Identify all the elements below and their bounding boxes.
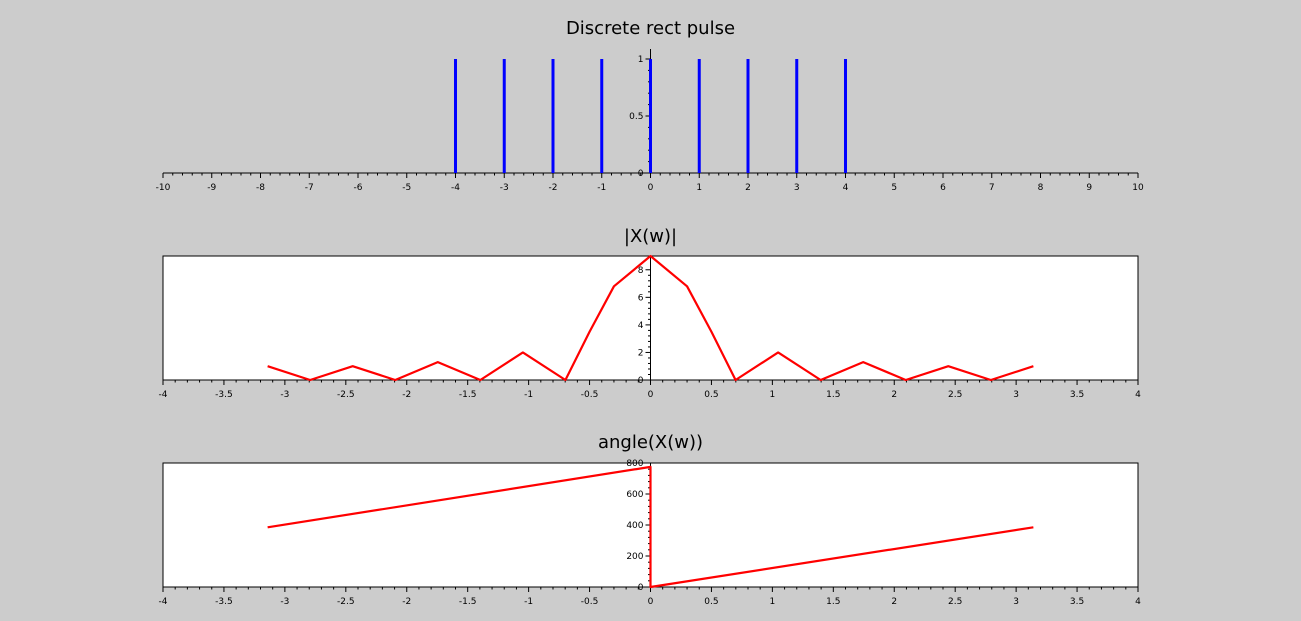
x-tick-label: -4 <box>159 597 168 607</box>
x-tick-label: 3.5 <box>1070 390 1084 400</box>
x-tick-label: 4 <box>1135 390 1141 400</box>
x-tick-label: -6 <box>354 183 363 193</box>
panel-magnitude: |X(w)| -4 -3.5 -3 -2.5 -2 -1.5 -1 -0.5 0 0.5 1 1.5 2 2… <box>159 226 1142 400</box>
x-tick-label: 2 <box>891 390 897 400</box>
y-tick-label: 400 <box>626 521 643 531</box>
x-tick-label: 3 <box>794 183 800 193</box>
x-tick-label: 3 <box>1013 390 1019 400</box>
x-tick-label: 10 <box>1132 183 1144 193</box>
x-tick-label: 0 <box>648 390 654 400</box>
y-tick-label: 0.5 <box>629 112 643 122</box>
chart-title: Discrete rect pulse <box>566 18 735 39</box>
x-tick-label: -10 <box>156 183 171 193</box>
y-tick-label: 0 <box>638 583 644 593</box>
x-tick-label: -3.5 <box>215 390 233 400</box>
x-tick-label: 1.5 <box>826 390 840 400</box>
x-tick-label: -1 <box>524 597 533 607</box>
x-tick-label: -3 <box>500 183 509 193</box>
x-tick-label: 1 <box>696 183 702 193</box>
x-tick-label: -2 <box>402 597 411 607</box>
x-tick-label: 2 <box>891 597 897 607</box>
x-tick-label: 0.5 <box>704 390 718 400</box>
y-tick-label: 200 <box>626 552 643 562</box>
series-line <box>267 465 1034 589</box>
x-tick-label: -2.5 <box>337 597 355 607</box>
x-tick-label: 2.5 <box>948 390 962 400</box>
y-tick-label: 2 <box>638 348 644 358</box>
y-tick-label: 600 <box>626 490 643 500</box>
x-tick-label: -1.5 <box>459 597 477 607</box>
x-tick-label: 6 <box>940 183 946 193</box>
chart-title: angle(X(w)) <box>598 432 703 453</box>
x-tick-label: 5 <box>891 183 897 193</box>
x-tick-label: -0.5 <box>581 597 599 607</box>
x-tick-label: -0.5 <box>581 390 599 400</box>
panel-rect-pulse: Discrete rect pulse-10 -9 -8 -7 -6 -5 -4 -3 -2 -1… <box>156 18 1144 193</box>
x-tick-label: -9 <box>207 183 216 193</box>
x-tick-label: 0 <box>648 183 654 193</box>
x-tick-label: -7 <box>305 183 314 193</box>
x-tick-label: 2 <box>745 183 751 193</box>
x-tick-label: -1 <box>524 390 533 400</box>
x-tick-label: -3 <box>280 597 289 607</box>
x-tick-label: 0.5 <box>704 597 718 607</box>
x-tick-label: -8 <box>256 183 265 193</box>
y-tick-label: 0 <box>638 169 644 179</box>
y-tick-label: 0 <box>638 376 644 386</box>
x-tick-label: 1 <box>770 597 776 607</box>
y-tick-label: 800 <box>626 459 643 469</box>
series-line <box>267 254 1034 382</box>
y-tick-label: 6 <box>638 293 644 303</box>
x-tick-label: 2.5 <box>948 597 962 607</box>
x-tick-label: 1 <box>770 390 776 400</box>
x-tick-label: -3.5 <box>215 597 233 607</box>
chart-title: |X(w)| <box>624 226 677 247</box>
x-tick-label: -2.5 <box>337 390 355 400</box>
x-tick-label: -1 <box>597 183 606 193</box>
x-tick-label: -2 <box>549 183 558 193</box>
x-tick-label: 9 <box>1086 183 1092 193</box>
x-tick-label: 4 <box>1135 597 1141 607</box>
x-tick-label: -4 <box>159 390 168 400</box>
x-tick-label: 0 <box>648 597 654 607</box>
y-tick-label: 4 <box>638 321 644 331</box>
y-tick-label: 1 <box>638 55 644 65</box>
x-tick-label: 3.5 <box>1070 597 1084 607</box>
x-tick-label: 8 <box>1038 183 1044 193</box>
x-tick-label: 1.5 <box>826 597 840 607</box>
x-tick-label: -3 <box>280 390 289 400</box>
panel-angle: angle(X(w)) -4 -3.5 -3 -2.5 -2 -1.5 -1 -0.5 0 0.5 1… <box>159 432 1142 607</box>
y-tick-label: 8 <box>638 266 644 276</box>
x-tick-label: -1.5 <box>459 390 477 400</box>
x-tick-label: -2 <box>402 390 411 400</box>
x-tick-label: -5 <box>402 183 411 193</box>
x-tick-label: 7 <box>989 183 995 193</box>
x-tick-label: 3 <box>1013 597 1019 607</box>
x-tick-label: -4 <box>451 183 460 193</box>
x-tick-label: 4 <box>843 183 849 193</box>
